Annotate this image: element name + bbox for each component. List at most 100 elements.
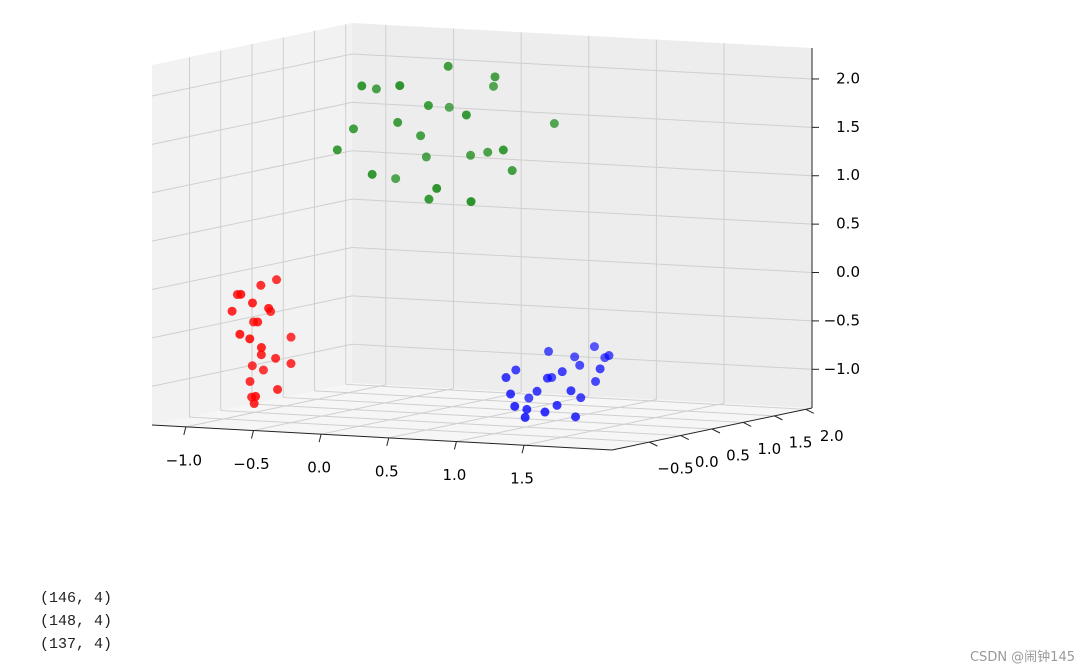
grid-line <box>351 53 813 80</box>
point <box>510 401 520 411</box>
point <box>522 404 532 414</box>
point <box>247 392 257 402</box>
x-tick-label: −1.0 <box>166 451 202 469</box>
point <box>571 412 581 422</box>
x-tick <box>386 437 390 446</box>
point <box>348 124 358 134</box>
z-tick-label: −0.5 <box>824 311 860 329</box>
z-tick-label: 2.0 <box>836 69 860 87</box>
grid-line <box>351 295 813 322</box>
point <box>532 386 542 396</box>
point <box>490 72 500 82</box>
point <box>391 174 401 184</box>
point <box>570 352 580 362</box>
watermark: CSDN @闹钟145 <box>969 650 1075 665</box>
point <box>540 407 550 417</box>
point <box>501 373 511 383</box>
point <box>247 298 257 308</box>
x-axis <box>151 424 613 451</box>
point <box>256 343 266 353</box>
y-tick <box>774 415 783 421</box>
point <box>271 353 281 363</box>
point <box>236 289 246 299</box>
point <box>488 81 498 91</box>
grid-line <box>151 198 353 242</box>
point <box>461 110 471 120</box>
x-tick-label: 0.0 <box>307 459 331 477</box>
point <box>266 307 276 317</box>
output-line: (137, 4) <box>40 636 113 653</box>
point <box>549 119 559 129</box>
point <box>432 183 442 193</box>
x-tick <box>453 441 457 450</box>
point <box>286 359 296 369</box>
y-tick-label: −0.5 <box>657 460 693 478</box>
x-tick <box>318 434 322 443</box>
z-tick-label: −1.0 <box>824 360 860 378</box>
x-tick-label: 1.5 <box>510 470 534 488</box>
point <box>253 317 263 327</box>
point <box>416 131 426 141</box>
point <box>557 367 567 377</box>
y-tick-label: 2.0 <box>820 427 844 445</box>
point <box>524 393 534 403</box>
y-tick-label: 0.0 <box>695 453 719 471</box>
point <box>576 393 586 403</box>
x-tick <box>183 426 187 435</box>
point <box>466 150 476 160</box>
z-tick-label: 0.0 <box>836 263 860 281</box>
grid-line <box>345 383 806 410</box>
grid-line <box>314 390 775 417</box>
grid-line <box>351 343 813 370</box>
point <box>286 332 296 342</box>
point <box>395 81 405 91</box>
point <box>443 61 453 71</box>
x-tick-label: 0.5 <box>375 462 399 480</box>
grid-line <box>220 410 681 437</box>
chart: −1.0 −0.5 0.0 0.5 1.0 1.5−0.5 0.0 0.5 1.0 1.5 2.0−… <box>151 23 860 488</box>
y-tick <box>711 428 721 434</box>
output-line: (148, 4) <box>40 613 113 630</box>
grid-line <box>151 150 353 194</box>
point <box>507 166 517 176</box>
y-tick <box>805 408 814 414</box>
z-tick-label: 0.5 <box>836 215 860 233</box>
point <box>498 145 508 155</box>
y-tick-label: 1.5 <box>789 433 813 451</box>
point <box>589 342 599 352</box>
point <box>520 412 530 422</box>
grid-line <box>151 101 353 145</box>
point <box>272 275 282 285</box>
point <box>357 81 367 91</box>
point <box>544 346 554 356</box>
grid-line <box>151 247 353 291</box>
point <box>421 152 431 162</box>
z-tick-label: 1.5 <box>836 118 860 136</box>
point <box>245 376 255 386</box>
grid-line <box>151 53 353 97</box>
point <box>273 384 283 394</box>
point <box>483 147 493 157</box>
point <box>256 350 266 360</box>
point <box>247 361 257 371</box>
point <box>393 117 403 127</box>
x-tick-label: 1.0 <box>442 466 466 484</box>
point <box>542 373 552 383</box>
x-tick <box>250 430 254 439</box>
x-tick <box>521 445 525 454</box>
point <box>424 194 434 204</box>
point <box>235 329 245 339</box>
y-tick-label: 0.5 <box>726 447 750 465</box>
point <box>552 400 562 410</box>
grid-line <box>351 247 813 274</box>
point <box>227 306 237 316</box>
point <box>591 376 601 386</box>
point <box>332 145 342 155</box>
point <box>566 386 576 396</box>
point <box>506 389 516 399</box>
point <box>595 364 605 374</box>
point <box>367 169 377 179</box>
point <box>511 365 521 375</box>
y-tick <box>649 441 658 447</box>
